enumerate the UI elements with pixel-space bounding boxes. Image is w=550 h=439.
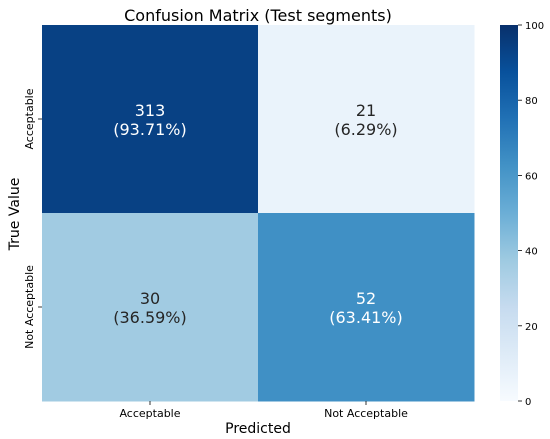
y-tick-label: Not Acceptable [23,265,36,349]
cell-percent-label: (36.59%) [113,308,187,327]
cell-percent-label: (6.29%) [334,120,397,139]
colorbar-ticks: 0 20 40 60 80 100 [518,21,544,408]
cell-count-label: 52 [356,289,376,308]
heatmap-cell [42,213,259,402]
y-axis-label: True Value [7,178,23,252]
y-tick-labels: Acceptable Not Acceptable [23,88,42,349]
heatmap-cell [42,25,259,214]
cell-count-label: 21 [356,101,376,120]
heatmap-cells: 313(93.71%) 21(6.29%) 30(36.59%) 52(63.41%) [42,25,475,402]
colorbar-tick-label: 20 [525,322,538,333]
colorbar-tick-label: 100 [525,21,544,32]
x-tick-labels: Acceptable Not Acceptable [119,401,408,420]
cell-count-label: 313 [135,101,166,120]
chart-title: Confusion Matrix (Test segments) [124,6,392,25]
colorbar-tick-label: 0 [525,397,531,408]
colorbar-tick-label: 60 [525,171,538,182]
y-tick-label: Acceptable [23,88,36,149]
cell-percent-label: (63.41%) [329,308,403,327]
cell-count-label: 30 [140,289,160,308]
x-tick-label: Acceptable [119,407,180,420]
colorbar-tick-label: 40 [525,247,538,258]
colorbar [500,25,518,401]
x-tick-label: Not Acceptable [324,407,408,420]
cell-percent-label: (93.71%) [113,120,187,139]
heatmap-cell [258,213,475,402]
x-axis-label: Predicted [225,421,291,437]
colorbar-tick-label: 80 [525,96,538,107]
heatmap-cell [258,25,475,214]
